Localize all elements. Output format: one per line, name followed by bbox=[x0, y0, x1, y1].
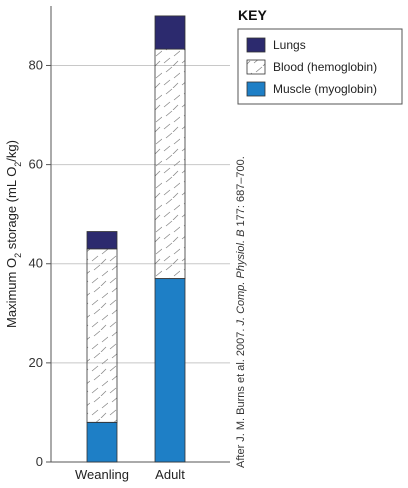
y-tick-label: 80 bbox=[29, 57, 43, 72]
y-tick-label: 0 bbox=[36, 454, 43, 469]
labels: 0 20 40 60 80 Weanling Adult Maximum O2 storage… bbox=[4, 57, 247, 482]
y-axis-label: Maximum O2 storage (mL O2/kg) bbox=[4, 140, 23, 328]
x-category-label: Weanling bbox=[75, 467, 129, 482]
x-category-label: Adult bbox=[155, 467, 185, 482]
bars bbox=[86, 15, 186, 463]
legend-item-lungs-label: Lungs bbox=[273, 38, 306, 52]
grid-lines bbox=[51, 64, 230, 364]
blood-segment-adult bbox=[154, 48, 186, 280]
y-tick-label: 40 bbox=[29, 256, 43, 271]
legend-item-muscle-label: Muscle (myoglobin) bbox=[273, 82, 377, 96]
legend-title: KEY bbox=[238, 7, 267, 23]
legend-item-lungs-swatch bbox=[246, 37, 266, 53]
legend-item-muscle-swatch bbox=[246, 81, 266, 97]
lungs-segment-weanling bbox=[86, 231, 118, 250]
legend-item-blood-swatch bbox=[246, 59, 266, 75]
muscle-segment-weanling bbox=[86, 421, 118, 463]
y-tick-label: 60 bbox=[29, 157, 43, 172]
muscle-segment-adult bbox=[154, 278, 186, 463]
source-credit: After J. M. Burns et al. 2007. J. Comp. … bbox=[235, 156, 247, 468]
lungs-segment-adult bbox=[154, 15, 186, 50]
axes bbox=[46, 6, 230, 463]
legend-item-blood-label: Blood (hemoglobin) bbox=[273, 60, 377, 74]
blood-segment-weanling bbox=[86, 248, 118, 423]
y-tick-label: 20 bbox=[29, 355, 43, 370]
legend: KEY Lungs Blood (hemoglobin) Muscle (myoglo… bbox=[237, 7, 403, 105]
